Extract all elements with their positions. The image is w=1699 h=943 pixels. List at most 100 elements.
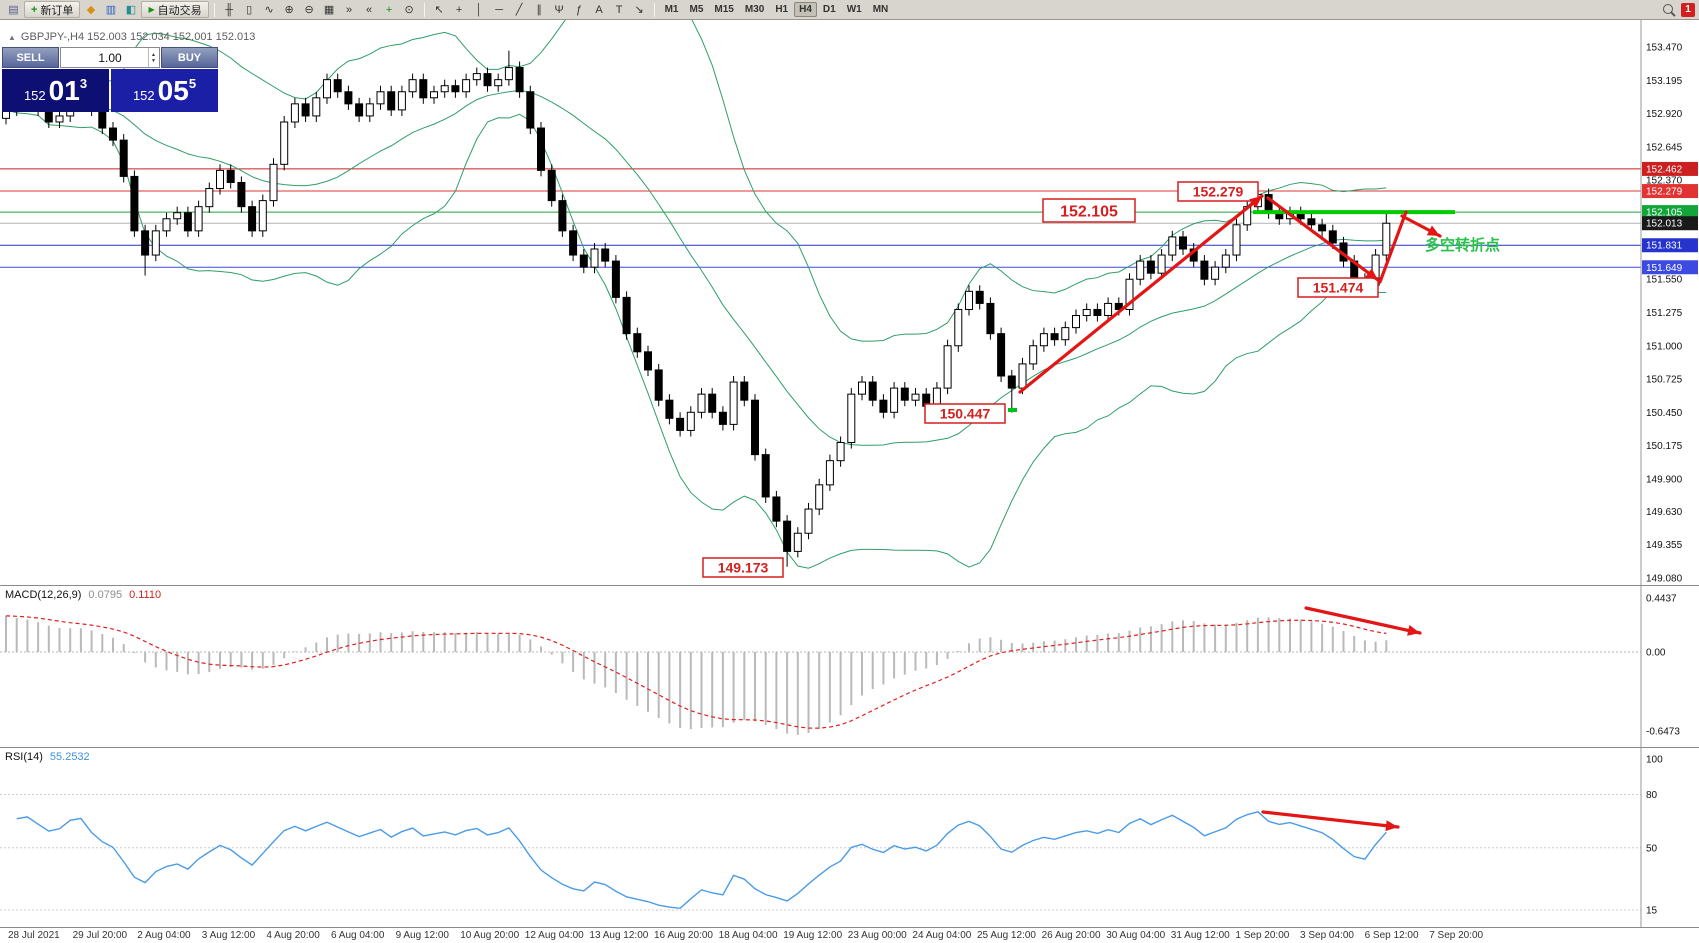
data-window-icon[interactable]: ◧ [125,4,137,16]
label-icon[interactable]: T [615,3,623,16]
svg-text:152.645: 152.645 [1646,142,1683,153]
search-icon[interactable] [1662,3,1676,17]
chart-annotations: 149.173 150.447 152.105 152.279 151.474 多空转折点 [702,181,1500,578]
plus-icon: + [31,3,38,16]
line-chart-icon[interactable]: ∿ [264,4,274,16]
macd-chart[interactable]: 0.4437 0.00 -0.6473 [0,586,1699,747]
tile-windows-icon[interactable]: ▦ [323,4,335,16]
notification-badge[interactable]: 1 [1681,2,1695,17]
metaeditor-icon[interactable]: ◆ [86,4,96,16]
auto-scroll-icon[interactable]: » [346,3,353,16]
volume-value: 1.00 [98,50,122,65]
spin-down-icon[interactable]: ▼ [151,57,156,64]
svg-text:0.4437: 0.4437 [1646,593,1677,604]
rsi-arrow-annotation [1261,810,1400,832]
chart-tools-group: ╫ ▯ ∿ ⊕ ⊖ ▦ » « + ⊙ [220,2,419,18]
timeframe-h1[interactable]: H1 [775,4,789,15]
candlestick-chart-icon[interactable]: ▯ [246,4,253,16]
text-icon[interactable]: A [595,3,603,16]
buy-price-big: 05 [157,74,189,106]
vertical-line-icon[interactable]: │ [475,3,483,16]
time-label: 13 Aug 12:00 [589,930,649,941]
timeframe-m15[interactable]: M15 [714,4,734,15]
time-label: 3 Sep 04:00 [1300,930,1354,941]
candlesticks [2,50,1391,567]
crosshair-icon[interactable]: + [455,3,463,16]
timeframe-w1[interactable]: W1 [846,4,862,15]
svg-text:151.275: 151.275 [1646,308,1683,319]
main-chart-panel[interactable]: 149.173 150.447 152.105 152.279 151.474 多空转折点… [0,0,1699,585]
svg-text:152.462: 152.462 [1646,164,1683,175]
add-indicator-icon[interactable]: + [385,3,393,16]
new-order-button[interactable]: + 新订单 [24,1,81,18]
svg-text:-0.6473: -0.6473 [1646,726,1680,737]
sell-price-panel[interactable]: 152 01 3 [2,69,109,112]
buy-price-prefix: 152 [132,88,155,103]
toolbar-separator [213,2,215,17]
time-label: 19 Aug 12:00 [783,930,843,941]
volume-field[interactable]: 1.00 ▲ ▼ [60,47,160,68]
candlestick-chart[interactable]: 149.173 150.447 152.105 152.279 151.474 多空转折点… [0,0,1699,585]
sell-price-big: 01 [48,74,80,106]
time-label: 2 Aug 04:00 [137,930,191,941]
time-label: 6 Aug 04:00 [331,930,385,941]
rsi-chart[interactable]: 100 80 50 15 [0,748,1699,927]
channel-icon[interactable]: ∥ [536,4,542,16]
svg-text:80: 80 [1646,790,1658,801]
time-label: 9 Aug 12:00 [395,930,449,941]
time-label: 31 Aug 12:00 [1170,930,1230,941]
rsi-label: RSI(14) 55.2532 [5,751,90,763]
timeframe-m5[interactable]: M5 [689,4,704,15]
cursor-icon[interactable]: ↖ [434,4,444,16]
horizontal-line-icon[interactable]: ─ [495,3,503,16]
pitchfork-icon[interactable]: Ψ [554,3,564,16]
macd-panel[interactable]: 0.4437 0.00 -0.6473 MACD(12,26,9) 0.0795 0… [0,585,1699,747]
svg-text:150.450: 150.450 [1646,408,1683,419]
svg-text:151.649: 151.649 [1646,263,1683,274]
bar-chart-icon[interactable]: ╫ [225,3,233,16]
svg-text:15: 15 [1646,905,1658,916]
buy-price-panel[interactable]: 152 05 5 [111,69,218,112]
fibonacci-icon[interactable]: ƒ [576,3,583,16]
sell-button[interactable]: SELL [2,47,59,68]
time-label: 26 Aug 20:00 [1041,930,1101,941]
svg-text:153.470: 153.470 [1646,43,1683,54]
time-label: 25 Aug 12:00 [977,930,1036,941]
time-label: 7 Sep 20:00 [1429,930,1484,941]
window-icons-group: ▤ [4,2,23,18]
zoom-in-icon[interactable]: ⊕ [284,4,294,16]
price-axis[interactable]: 153.470 153.195 152.920 152.645 152.370 151.5… [1640,20,1698,585]
time-label: 23 Aug 00:00 [847,930,907,941]
cycles-icon[interactable]: ⊙ [404,4,414,16]
rsi-line [16,811,1387,910]
sell-price-prefix: 152 [23,88,46,103]
zoom-out-icon[interactable]: ⊖ [304,4,314,16]
rsi-value: 55.2532 [49,751,90,763]
autotrading-label: 自动交易 [157,4,202,17]
spin-up-icon[interactable]: ▲ [151,51,156,58]
time-label: 30 Aug 04:00 [1106,930,1166,941]
timeframe-m1[interactable]: M1 [664,4,679,15]
rsi-panel[interactable]: 100 80 50 15 RSI(14) 55.2532 [0,747,1699,927]
buy-button[interactable]: BUY [161,47,218,68]
autotrading-button[interactable]: ▶ 自动交易 [141,1,209,18]
timeframe-mn[interactable]: MN [872,4,889,15]
buy-price-pip: 5 [188,76,197,91]
trendline-icon[interactable]: ╱ [515,4,523,16]
time-label: 24 Aug 04:00 [912,930,972,941]
volume-spinner[interactable]: ▲ ▼ [148,48,158,67]
macd-arrow-annotation [1304,606,1422,636]
macd-name: MACD(12,26,9) [5,589,82,601]
timeframe-d1[interactable]: D1 [822,4,836,15]
market-watch-icon[interactable]: ▥ [105,4,117,16]
time-axis[interactable]: 28 Jul 2021 29 Jul 20:00 2 Aug 04:00 3 Aug … [0,927,1699,943]
macd-value-main: 0.0795 [88,589,123,601]
timeframe-h4[interactable]: H4 [794,2,817,17]
chart-window-icon[interactable]: ▤ [8,4,19,16]
svg-text:149.630: 149.630 [1646,507,1683,518]
svg-text:150.725: 150.725 [1646,375,1683,386]
time-label: 1 Sep 20:00 [1235,930,1290,941]
chart-shift-icon[interactable]: « [366,3,373,16]
timeframe-m30[interactable]: M30 [744,4,765,15]
arrow-tool-icon[interactable]: ↘ [634,4,644,16]
